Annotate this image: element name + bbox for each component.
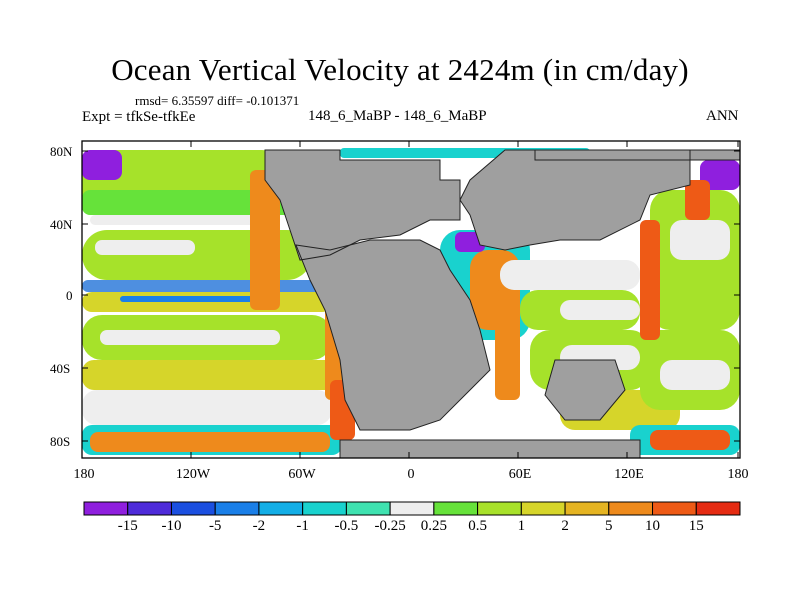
land-polygon <box>265 150 460 260</box>
colorbar-swatch <box>564 501 610 516</box>
ocean-band <box>650 430 730 450</box>
colorbar-swatch <box>477 501 522 516</box>
colorbar-label: 0.5 <box>468 518 487 534</box>
ocean-band <box>120 296 280 302</box>
land-polygon <box>296 240 490 430</box>
coastline-outline <box>295 239 491 431</box>
land-masses <box>265 150 740 458</box>
lon-label-60w: 60W <box>288 467 316 482</box>
colorbar-label: -15 <box>117 518 138 534</box>
ocean-band <box>90 432 330 452</box>
coastline-outline <box>544 359 626 421</box>
ocean-band <box>82 360 342 390</box>
coastal-band <box>495 290 520 400</box>
colorbar-label: -2 <box>252 518 266 534</box>
coastline-outline <box>459 149 691 251</box>
ocean-band <box>500 260 640 290</box>
ocean-band <box>90 215 270 225</box>
lat-label-40n: 40N <box>50 217 73 232</box>
ocean-band <box>660 360 730 390</box>
colorbar-swatch <box>302 501 347 516</box>
stats-line: rmsd= 6.35597 diff= -0.101371 <box>135 93 300 108</box>
colorbar-swatch <box>520 501 566 516</box>
colorbar-swatch <box>170 501 216 516</box>
colorbar-swatch <box>652 501 697 516</box>
coastal-band <box>685 180 710 220</box>
lat-label-40s: 40S <box>50 361 71 376</box>
colorbar-label: -0.5 <box>334 518 359 534</box>
colorbar-label: -5 <box>208 518 222 534</box>
land-polygon <box>535 150 740 160</box>
colorbar-label: 15 <box>688 518 704 534</box>
colorbar-swatch <box>83 501 129 516</box>
lat-label-80s: 80S <box>50 434 71 449</box>
colorbar-swatch <box>433 501 479 516</box>
colorbar-label: 2 <box>561 518 569 534</box>
lon-label-180w: 180 <box>73 467 95 482</box>
lon-label-60e: 60E <box>508 467 532 482</box>
ocean-band <box>95 240 195 255</box>
land-polygon <box>460 150 690 250</box>
case-label: 148_6_MaBP - 148_6_MaBP <box>308 108 487 124</box>
coastline-outline <box>264 149 461 261</box>
ocean-band <box>82 390 332 425</box>
ocean-band <box>100 330 280 345</box>
colorbar-label: 1 <box>517 518 526 534</box>
map-frame <box>81 140 741 459</box>
colorbar-swatch <box>608 501 654 516</box>
colorbar-label: -0.25 <box>374 518 406 534</box>
coastal-band <box>250 170 280 310</box>
land-polygon <box>340 440 640 458</box>
ocean-band <box>82 150 122 180</box>
map-title: Ocean Vertical Velocity at 2424m (in cm/… <box>111 52 689 87</box>
colorbar-swatch <box>214 501 260 516</box>
ocean-band <box>560 300 640 320</box>
colorbar-label: -1 <box>296 518 309 534</box>
colorbar-label: -10 <box>161 518 182 534</box>
lat-label-80n: 80N <box>50 144 73 159</box>
ocean-band <box>700 160 740 190</box>
colorbar-label: 5 <box>605 518 613 534</box>
lat-label-eq: 0 <box>66 288 73 303</box>
colorbar-swatch <box>695 501 741 516</box>
colorbar-swatch <box>389 501 435 516</box>
lon-label-0: 0 <box>407 467 415 482</box>
experiment-label: Expt = tfkSe-tfkEe <box>82 109 196 125</box>
ocean-band <box>82 190 292 215</box>
colorbar-swatch <box>258 501 304 516</box>
coastal-band <box>640 220 660 340</box>
colorbar-label: 10 <box>645 518 661 534</box>
colorbar-label: 0.25 <box>420 518 447 534</box>
land-polygon <box>545 360 625 420</box>
ocean-band <box>670 220 730 260</box>
season-label: ANN <box>706 108 739 124</box>
lon-label-120w: 120W <box>175 467 211 482</box>
lon-label-120e: 120E <box>614 467 644 482</box>
axis-ticks <box>81 141 740 458</box>
colorbar-swatch <box>127 501 172 516</box>
colorbar-swatch <box>345 501 391 516</box>
lon-label-180e: 180 <box>727 467 749 482</box>
